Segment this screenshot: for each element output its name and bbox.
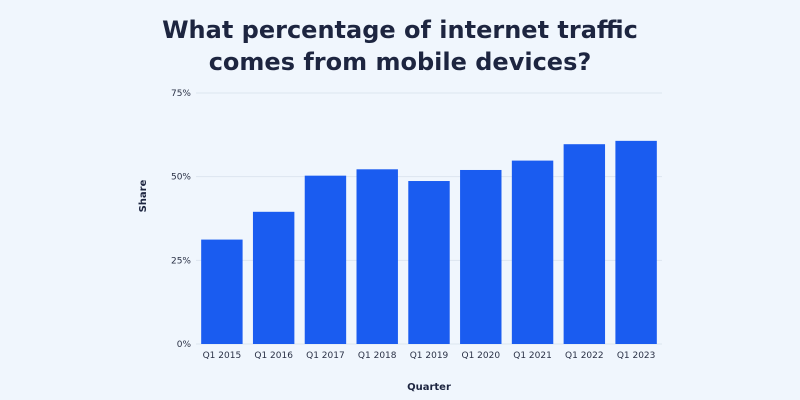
bar xyxy=(563,144,606,344)
y-tick-label: 0% xyxy=(177,340,192,350)
x-axis-ticks: Q1 2015 Q1 2016 Q1 2017 Q1 2018 Q1 2019 Q1 20… xyxy=(203,351,656,361)
bars xyxy=(201,140,657,344)
bar xyxy=(304,175,347,344)
chart-title-line-2: comes from mobile devices? xyxy=(208,48,592,76)
y-tick-label: 25% xyxy=(171,256,191,266)
y-tick-label: 75% xyxy=(171,89,191,99)
bar xyxy=(511,160,554,344)
y-axis-title: Share xyxy=(138,179,149,212)
bar xyxy=(252,211,295,344)
y-tick-label: 50% xyxy=(171,173,191,183)
x-tick-label: Q1 2019 xyxy=(410,351,449,361)
bar xyxy=(460,169,502,344)
bar xyxy=(615,140,657,344)
x-tick-label: Q1 2017 xyxy=(306,351,345,361)
x-tick-label: Q1 2022 xyxy=(565,351,604,361)
x-tick-label: Q1 2023 xyxy=(617,351,656,361)
y-axis-ticks: 0% 25% 50% 75% xyxy=(171,89,191,350)
x-tick-label: Q1 2018 xyxy=(358,351,397,361)
x-tick-label: Q1 2015 xyxy=(203,351,242,361)
x-tick-label: Q1 2016 xyxy=(254,351,293,361)
x-axis-title: Quarter xyxy=(407,382,451,393)
x-tick-label: Q1 2020 xyxy=(461,351,500,361)
chart-title: What percentage of internet traffic come… xyxy=(0,14,800,78)
bar xyxy=(201,239,243,344)
bar xyxy=(408,181,450,344)
bar xyxy=(356,169,398,344)
chart-title-line-1: What percentage of internet traffic xyxy=(162,16,638,44)
x-tick-label: Q1 2021 xyxy=(513,351,552,361)
